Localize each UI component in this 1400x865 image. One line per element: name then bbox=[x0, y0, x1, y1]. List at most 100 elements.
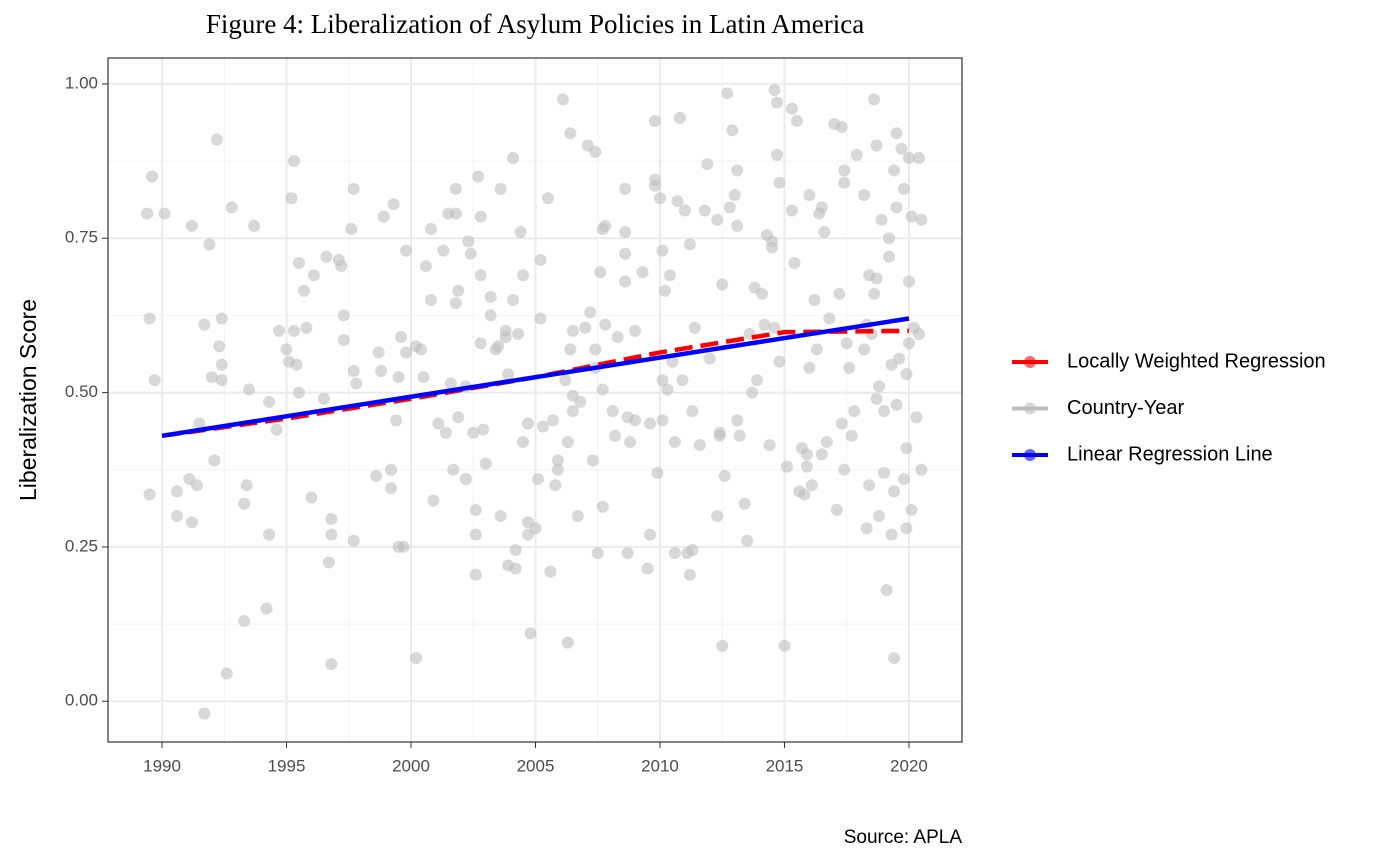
data-point bbox=[414, 343, 427, 356]
data-point bbox=[912, 327, 925, 340]
data-point bbox=[449, 182, 462, 195]
data-point bbox=[873, 510, 886, 523]
data-point bbox=[758, 318, 771, 331]
data-point bbox=[619, 275, 632, 288]
data-point bbox=[417, 371, 430, 384]
data-point bbox=[766, 241, 779, 254]
data-point bbox=[661, 383, 674, 396]
data-point bbox=[534, 312, 547, 325]
data-point bbox=[905, 503, 918, 516]
data-point bbox=[529, 522, 542, 535]
data-point bbox=[671, 195, 684, 208]
data-point bbox=[248, 219, 261, 232]
data-point bbox=[641, 562, 654, 575]
data-point bbox=[512, 327, 525, 340]
data-point bbox=[524, 627, 537, 640]
data-point bbox=[683, 568, 696, 581]
data-point bbox=[820, 435, 833, 448]
data-point bbox=[444, 377, 457, 390]
data-point bbox=[878, 466, 891, 479]
data-point bbox=[584, 306, 597, 319]
y-tick-label: 0.00 bbox=[65, 691, 98, 710]
data-point bbox=[838, 176, 851, 189]
data-point bbox=[773, 176, 786, 189]
data-point bbox=[838, 164, 851, 177]
data-point bbox=[337, 334, 350, 347]
data-point bbox=[649, 114, 662, 127]
data-point bbox=[902, 275, 915, 288]
data-point bbox=[716, 639, 729, 652]
data-point bbox=[912, 152, 925, 165]
legend-dot bbox=[1024, 402, 1036, 415]
data-point bbox=[536, 420, 549, 433]
data-point bbox=[571, 510, 584, 523]
data-point bbox=[698, 204, 711, 217]
data-point bbox=[502, 368, 515, 381]
data-point bbox=[763, 439, 776, 452]
data-point bbox=[870, 392, 883, 405]
data-point bbox=[915, 463, 928, 476]
data-point bbox=[385, 482, 398, 495]
data-point bbox=[728, 189, 741, 202]
data-point bbox=[479, 457, 492, 470]
data-point bbox=[693, 439, 706, 452]
legend-label: Locally Weighted Regression bbox=[1067, 350, 1326, 372]
data-point bbox=[731, 219, 744, 232]
data-point bbox=[621, 547, 634, 560]
data-point bbox=[878, 405, 891, 418]
data-point bbox=[902, 337, 915, 350]
data-point bbox=[676, 374, 689, 387]
data-point bbox=[198, 707, 211, 720]
data-point bbox=[850, 148, 863, 161]
data-point bbox=[619, 247, 632, 260]
data-point bbox=[718, 469, 731, 482]
data-point bbox=[800, 448, 813, 461]
data-point bbox=[798, 488, 811, 501]
data-point bbox=[845, 429, 858, 442]
caption: Source: APLA bbox=[844, 827, 963, 848]
data-point bbox=[375, 364, 388, 377]
data-point bbox=[711, 510, 724, 523]
data-point bbox=[594, 266, 607, 279]
x-tick-label: 2015 bbox=[766, 756, 804, 775]
data-point bbox=[663, 269, 676, 282]
x-tick-label: 1990 bbox=[143, 756, 181, 775]
data-point bbox=[213, 340, 226, 353]
data-point bbox=[273, 324, 286, 337]
data-point bbox=[668, 547, 681, 560]
data-point bbox=[666, 355, 679, 368]
plot-border bbox=[107, 57, 963, 743]
data-point bbox=[467, 426, 480, 439]
x-tick-label: 2020 bbox=[890, 756, 928, 775]
data-point bbox=[424, 223, 437, 235]
data-point bbox=[185, 219, 198, 232]
data-point bbox=[270, 423, 283, 436]
data-point bbox=[287, 324, 300, 337]
chart-title: Figure 4: Liberalization of Asylum Polic… bbox=[206, 9, 864, 39]
data-point bbox=[531, 473, 544, 486]
data-point bbox=[870, 272, 883, 285]
data-point bbox=[686, 544, 699, 557]
data-point bbox=[741, 534, 754, 547]
data-point bbox=[325, 528, 338, 541]
data-point bbox=[810, 343, 823, 356]
data-point bbox=[868, 287, 881, 300]
data-point bbox=[397, 540, 410, 553]
data-point bbox=[815, 448, 828, 461]
data-point bbox=[636, 266, 649, 279]
data-point bbox=[432, 417, 445, 430]
data-point bbox=[778, 639, 791, 652]
legend-label: Linear Regression Line bbox=[1067, 443, 1273, 465]
data-point bbox=[658, 284, 671, 297]
data-point bbox=[875, 213, 888, 226]
data-point bbox=[566, 405, 579, 418]
data-point bbox=[469, 568, 482, 581]
data-point bbox=[868, 93, 881, 106]
data-point bbox=[544, 565, 557, 578]
data-point bbox=[263, 395, 276, 408]
data-point bbox=[703, 352, 716, 365]
data-point bbox=[170, 485, 183, 498]
data-point bbox=[771, 148, 784, 161]
data-point bbox=[325, 513, 338, 526]
data-point bbox=[815, 201, 828, 214]
